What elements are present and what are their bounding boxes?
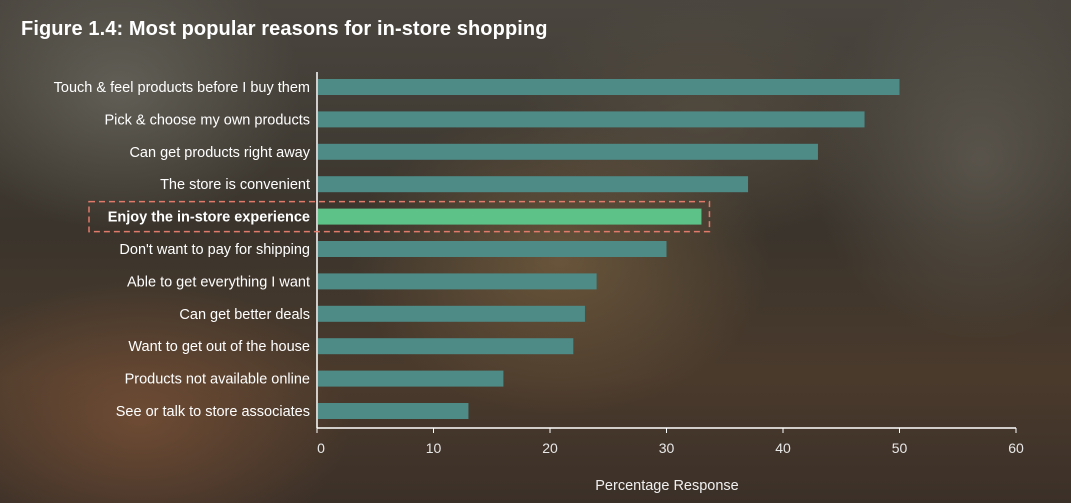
bar xyxy=(318,273,597,290)
chart-title: Figure 1.4: Most popular reasons for in-… xyxy=(21,18,548,40)
category-label: Able to get everything I want xyxy=(127,274,310,290)
category-label: Want to get out of the house xyxy=(128,339,310,355)
category-label: Don't want to pay for shipping xyxy=(119,242,310,258)
category-label: Products not available online xyxy=(125,372,310,388)
category-label: Enjoy the in-store experience xyxy=(108,210,310,226)
category-label: Pick & choose my own products xyxy=(104,112,310,128)
category-label: See or talk to store associates xyxy=(116,404,310,420)
bar xyxy=(318,79,900,95)
bar xyxy=(318,241,667,257)
x-tick-label: 50 xyxy=(892,440,908,456)
category-label: Can get better deals xyxy=(179,307,310,323)
x-tick-label: 20 xyxy=(542,440,558,456)
category-label: Touch & feel products before I buy them xyxy=(54,80,310,96)
category-label: Can get products right away xyxy=(129,145,310,161)
bar xyxy=(318,403,469,419)
x-tick-label: 10 xyxy=(426,440,442,456)
x-tick-label: 0 xyxy=(317,440,325,456)
x-axis-title: Percentage Response xyxy=(595,478,739,494)
bar xyxy=(318,111,865,128)
bar xyxy=(318,305,585,322)
bar xyxy=(318,370,504,387)
bar xyxy=(318,176,749,193)
bar xyxy=(318,143,818,160)
bar xyxy=(318,208,702,225)
bar xyxy=(318,338,574,355)
x-tick-label: 40 xyxy=(775,440,791,456)
highlight-box xyxy=(88,200,711,233)
category-label: The store is convenient xyxy=(160,177,310,193)
x-tick-label: 60 xyxy=(1008,440,1024,456)
x-tick-label: 30 xyxy=(659,440,675,456)
